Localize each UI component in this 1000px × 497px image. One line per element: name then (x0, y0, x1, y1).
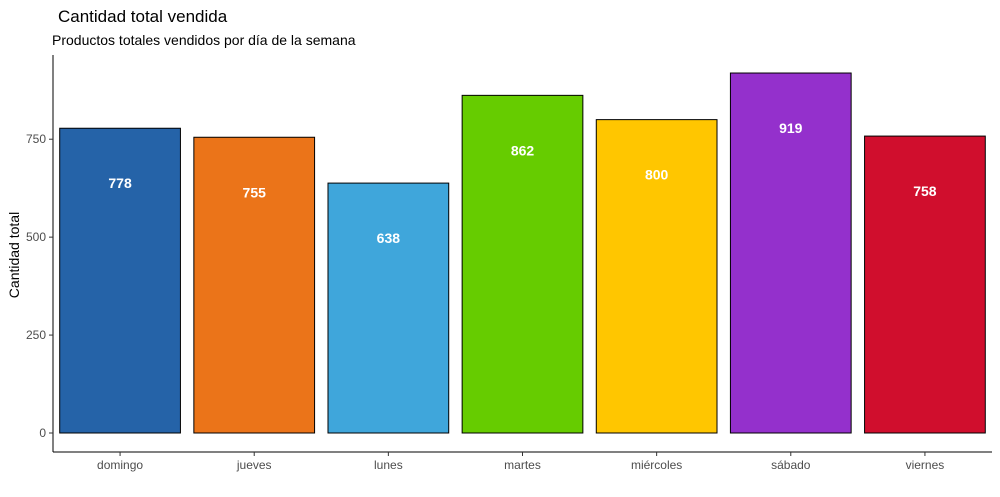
y-tick-label: 0 (39, 426, 46, 440)
data-label-miércoles: 800 (645, 167, 669, 183)
bar-domingo (59, 127, 181, 434)
data-label-lunes: 638 (377, 230, 401, 246)
bar-viernes (864, 135, 986, 434)
bar-sábado (729, 72, 852, 434)
x-tick-label: domingo (97, 458, 143, 472)
chart-subtitle: Productos totales vendidos por día de la… (52, 32, 356, 48)
x-tick-label: jueves (236, 458, 272, 472)
x-tick-label: lunes (374, 458, 403, 472)
bar-martes (461, 94, 584, 434)
data-label-viernes: 758 (913, 183, 937, 199)
y-tick-label: 500 (26, 230, 46, 244)
data-label-sábado: 919 (779, 120, 803, 136)
data-label-martes: 862 (511, 142, 535, 158)
bar-jueves (193, 136, 316, 434)
y-tick-label: 250 (26, 328, 46, 342)
bar-lunes (327, 182, 450, 434)
y-axis-label: Cantidad total (6, 212, 22, 298)
bar-miércoles (595, 119, 718, 434)
y-tick-label: 750 (26, 132, 46, 146)
x-tick-label: martes (504, 458, 541, 472)
data-label-domingo: 778 (108, 175, 132, 191)
x-tick-label: sábado (771, 458, 811, 472)
plot-area: 0 250 500 750 778 domingo 755 jueves 638 lunes 862… (26, 55, 992, 472)
x-tick-label: viernes (906, 458, 945, 472)
chart-title: Cantidad total vendida (58, 7, 228, 26)
data-label-jueves: 755 (243, 184, 267, 200)
x-tick-label: miércoles (631, 458, 682, 472)
